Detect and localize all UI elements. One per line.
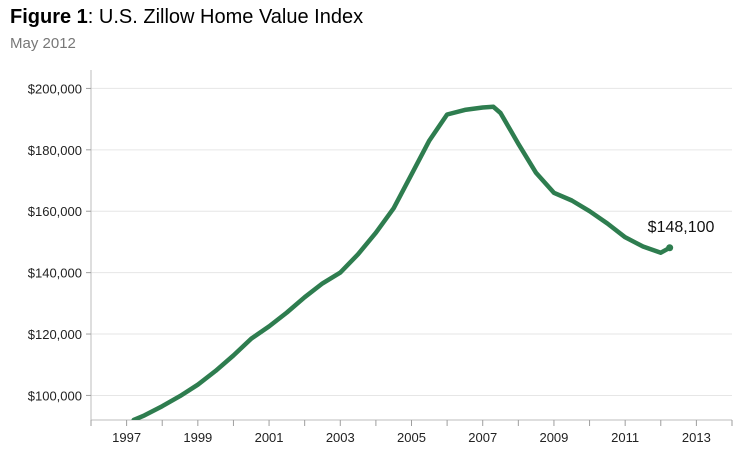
series-line: [131, 104, 672, 420]
y-tick-label: $160,000: [28, 204, 82, 219]
endpoint-marker: [666, 244, 674, 252]
chart-title: Figure 1: U.S. Zillow Home Value Index: [10, 6, 363, 29]
x-tick-label: 2011: [611, 430, 639, 445]
annotations: $148,100: [648, 219, 715, 236]
x-tick-label: 2005: [397, 430, 426, 445]
x-tick-label: 2007: [468, 430, 497, 445]
y-tick-label: $140,000: [28, 266, 82, 281]
x-tick-label: 1997: [112, 430, 141, 445]
x-tick-label: 2009: [539, 430, 568, 445]
gridlines: [91, 87, 732, 396]
y-tick-label: $200,000: [28, 81, 82, 96]
x-tick-label: 1999: [183, 430, 212, 445]
chart-subtitle: May 2012: [10, 35, 76, 52]
x-tick-label: 2013: [682, 430, 711, 445]
endpoint-value-label: $148,100: [648, 219, 715, 236]
y-tick-label: $100,000: [28, 388, 82, 403]
y-tick-label: $120,000: [28, 327, 82, 342]
x-tick-label: 2001: [255, 430, 284, 445]
figure-number: Figure 1: [10, 6, 88, 28]
title-text: U.S. Zillow Home Value Index: [93, 6, 364, 28]
series-group: [131, 104, 674, 420]
x-axis-ticks: 1997 1999 2001 2003 2005 2007 2009 2011 2013: [90, 420, 733, 445]
y-axis-ticks: $100,000 $120,000 $140,000 $160,000 $180,000…: [28, 81, 91, 403]
x-tick-label: 2003: [326, 430, 355, 445]
y-tick-label: $180,000: [28, 143, 82, 158]
title-separator: :: [87, 6, 94, 28]
